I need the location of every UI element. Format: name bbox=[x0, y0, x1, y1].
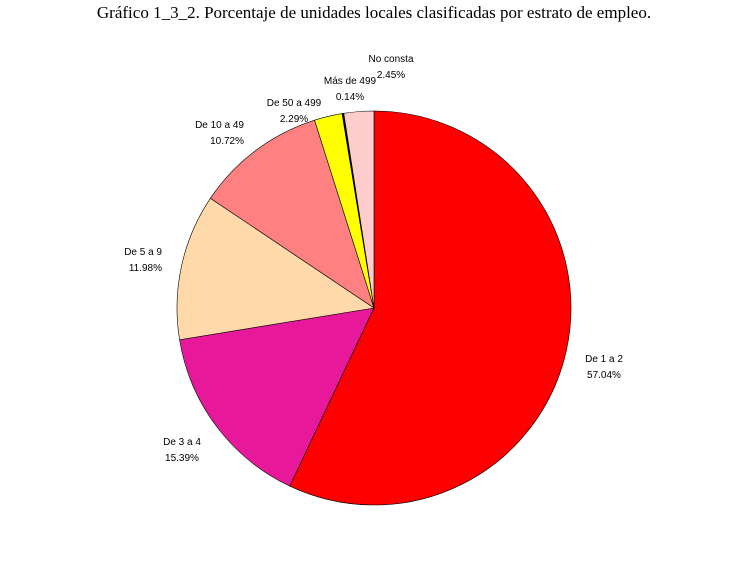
slice-label: De 3 a 4 bbox=[163, 437, 201, 448]
slice-percent-label: 15.39% bbox=[165, 453, 199, 464]
slice-percent-label: 10.72% bbox=[210, 136, 244, 147]
slice-percent-label: 2.29% bbox=[280, 114, 308, 125]
pie-slice bbox=[209, 119, 375, 309]
pie-slice bbox=[176, 197, 375, 341]
slice-label: Más de 499 bbox=[324, 76, 377, 87]
slice-label: De 50 a 499 bbox=[267, 98, 322, 109]
slice-label: De 10 a 49 bbox=[195, 120, 244, 131]
slice-percent-label: 11.98% bbox=[129, 263, 162, 274]
slice-label: De 1 a 2 bbox=[585, 354, 623, 365]
slice-label: De 5 a 9 bbox=[124, 247, 162, 258]
slice-percent-label: 0.14% bbox=[336, 92, 364, 103]
slice-percent-label: 57.04% bbox=[587, 370, 621, 381]
chart-title: Gráfico 1_3_2. Porcentaje de unidades lo… bbox=[96, 3, 652, 22]
pie-slice bbox=[179, 307, 375, 487]
pie-slice bbox=[289, 110, 572, 506]
slice-label: No consta bbox=[368, 54, 413, 65]
slice-percent-label: 2.45% bbox=[377, 70, 405, 81]
pie-slice bbox=[343, 110, 375, 309]
